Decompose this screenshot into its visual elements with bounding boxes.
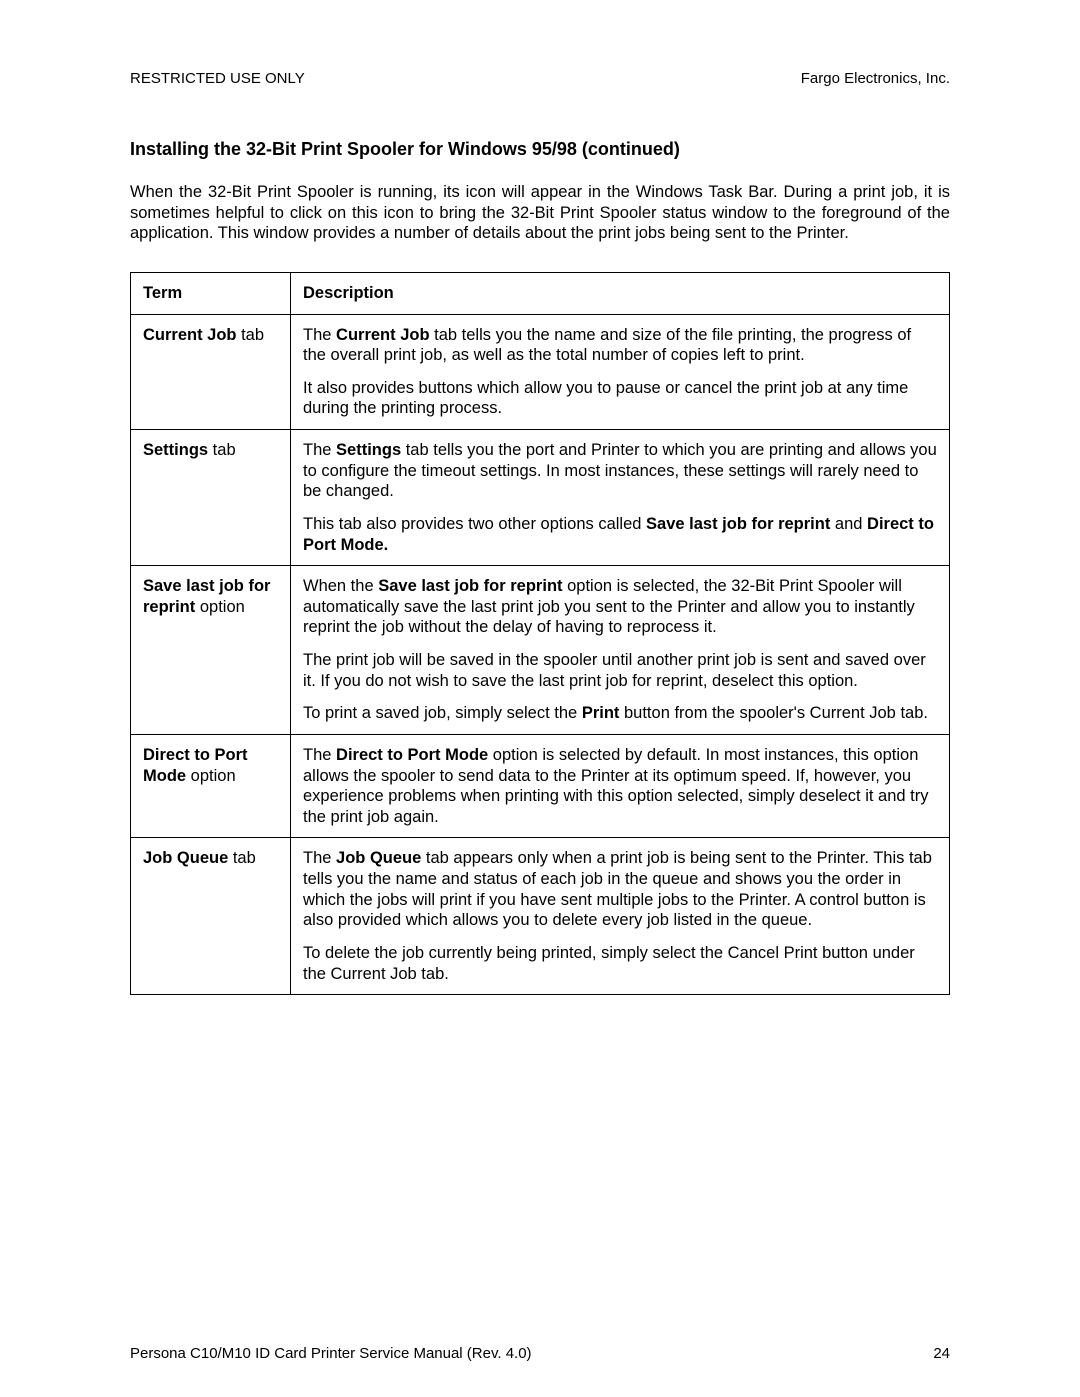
table-row: Job Queue tabThe Job Queue tab appears o…: [131, 838, 950, 995]
header-left: RESTRICTED USE ONLY: [130, 70, 305, 87]
plain-text: The: [303, 849, 336, 867]
plain-text: The: [303, 746, 336, 764]
plain-text: It also provides buttons which allow you…: [303, 379, 908, 418]
bold-text: Print: [582, 704, 620, 722]
term-cell: Current Job tab: [131, 314, 291, 430]
plain-text: To delete the job currently being printe…: [303, 944, 915, 983]
header-right: Fargo Electronics, Inc.: [801, 70, 950, 87]
description-paragraph: The print job will be saved in the spool…: [303, 650, 937, 691]
term-bold: Job Queue: [143, 849, 228, 867]
plain-text: To print a saved job, simply select the: [303, 704, 582, 722]
plain-text: button from the spooler's Current Job ta…: [619, 704, 928, 722]
term-plain: option: [195, 598, 245, 616]
description-cell: The Direct to Port Mode option is select…: [291, 734, 950, 838]
intro-paragraph: When the 32-Bit Print Spooler is running…: [130, 182, 950, 244]
table-row: Direct to Port Mode optionThe Direct to …: [131, 734, 950, 838]
bold-text: Save last job for reprint: [646, 515, 830, 533]
page-number: 24: [933, 1345, 950, 1362]
term-cell: Save last job for reprint option: [131, 566, 291, 735]
term-bold: Settings: [143, 441, 208, 459]
bold-text: Settings: [336, 441, 401, 459]
term-cell: Settings tab: [131, 430, 291, 566]
description-paragraph: When the Save last job for reprint optio…: [303, 576, 937, 638]
table-row: Settings tabThe Settings tab tells you t…: [131, 430, 950, 566]
bold-text: Direct to Port Mode: [336, 746, 488, 764]
description-paragraph: To delete the job currently being printe…: [303, 943, 937, 984]
term-plain: option: [186, 767, 236, 785]
plain-text: and: [830, 515, 867, 533]
description-paragraph: It also provides buttons which allow you…: [303, 378, 937, 419]
page-header: RESTRICTED USE ONLY Fargo Electronics, I…: [130, 70, 950, 87]
term-cell: Job Queue tab: [131, 838, 291, 995]
description-cell: The Job Queue tab appears only when a pr…: [291, 838, 950, 995]
bold-text: Current Job: [336, 326, 430, 344]
description-paragraph: The Settings tab tells you the port and …: [303, 440, 937, 502]
term-description-table: Term Description Current Job tab The Curr…: [130, 272, 950, 995]
header-description: Description: [291, 272, 950, 314]
plain-text: The: [303, 326, 336, 344]
description-paragraph: The Job Queue tab appears only when a pr…: [303, 848, 937, 931]
description-paragraph: This tab also provides two other options…: [303, 514, 937, 555]
footer-left: Persona C10/M10 ID Card Printer Service …: [130, 1345, 532, 1362]
plain-text: This tab also provides two other options…: [303, 515, 646, 533]
term-plain: tab: [228, 849, 256, 867]
description-cell: When the Save last job for reprint optio…: [291, 566, 950, 735]
header-term: Term: [131, 272, 291, 314]
description-cell: The Settings tab tells you the port and …: [291, 430, 950, 566]
term-bold: Current Job: [143, 326, 237, 344]
description-paragraph: To print a saved job, simply select the …: [303, 703, 937, 724]
plain-text: The print job will be saved in the spool…: [303, 651, 926, 690]
table-header-row: Term Description: [131, 272, 950, 314]
term-cell: Direct to Port Mode option: [131, 734, 291, 838]
bold-text: Job Queue: [336, 849, 421, 867]
table-row: Current Job tab The Current Job tab tells…: [131, 314, 950, 430]
description-cell: The Current Job tab tells you the name a…: [291, 314, 950, 430]
description-paragraph: The Direct to Port Mode option is select…: [303, 745, 937, 828]
term-plain: tab: [208, 441, 236, 459]
table-row: Save last job for reprint optionWhen the…: [131, 566, 950, 735]
description-paragraph: The Current Job tab tells you the name a…: [303, 325, 937, 366]
plain-text: When the: [303, 577, 378, 595]
plain-text: The: [303, 441, 336, 459]
bold-text: Save last job for reprint: [378, 577, 562, 595]
page-footer: Persona C10/M10 ID Card Printer Service …: [130, 1345, 950, 1362]
term-plain: tab: [237, 326, 265, 344]
section-heading: Installing the 32-Bit Print Spooler for …: [130, 139, 950, 160]
